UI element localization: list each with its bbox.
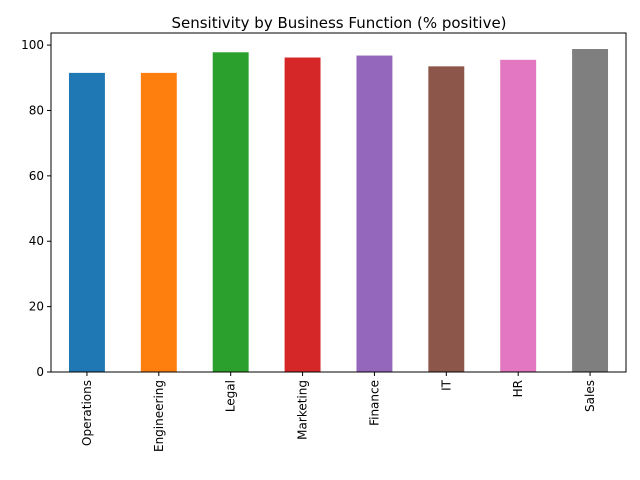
- bar-engineering: [140, 72, 177, 372]
- x-axis: Operations Engineering Legal Marketing Finan…: [80, 372, 597, 452]
- y-tick-label: 40: [29, 234, 44, 248]
- y-tick-label: 100: [21, 38, 44, 52]
- x-tick-label: Finance: [367, 380, 381, 426]
- bar-legal: [212, 52, 249, 373]
- x-tick-label: Engineering: [152, 380, 166, 452]
- x-tick-label: Operations: [80, 380, 94, 446]
- y-tick-label: 80: [29, 103, 44, 117]
- bar-marketing: [284, 57, 321, 372]
- bar-hr: [500, 59, 537, 372]
- bar-finance: [356, 55, 393, 373]
- x-tick-label: Sales: [583, 380, 597, 412]
- bar-it: [428, 66, 465, 372]
- plot-frame: [50, 32, 627, 373]
- bar-operations: [68, 72, 105, 372]
- x-tick-label: Marketing: [296, 380, 310, 440]
- y-axis: 0 20 40 60 80 100: [21, 38, 51, 379]
- chart-title: Sensitivity by Business Function (% posi…: [171, 14, 506, 32]
- x-tick-label: Legal: [224, 380, 238, 412]
- bars-group: [68, 49, 609, 373]
- x-tick-label: HR: [511, 380, 525, 397]
- bar-sales: [572, 49, 609, 373]
- x-tick-label: IT: [439, 379, 453, 391]
- y-tick-label: 60: [29, 169, 44, 183]
- y-tick-label: 20: [29, 300, 44, 314]
- y-tick-label: 0: [36, 365, 44, 379]
